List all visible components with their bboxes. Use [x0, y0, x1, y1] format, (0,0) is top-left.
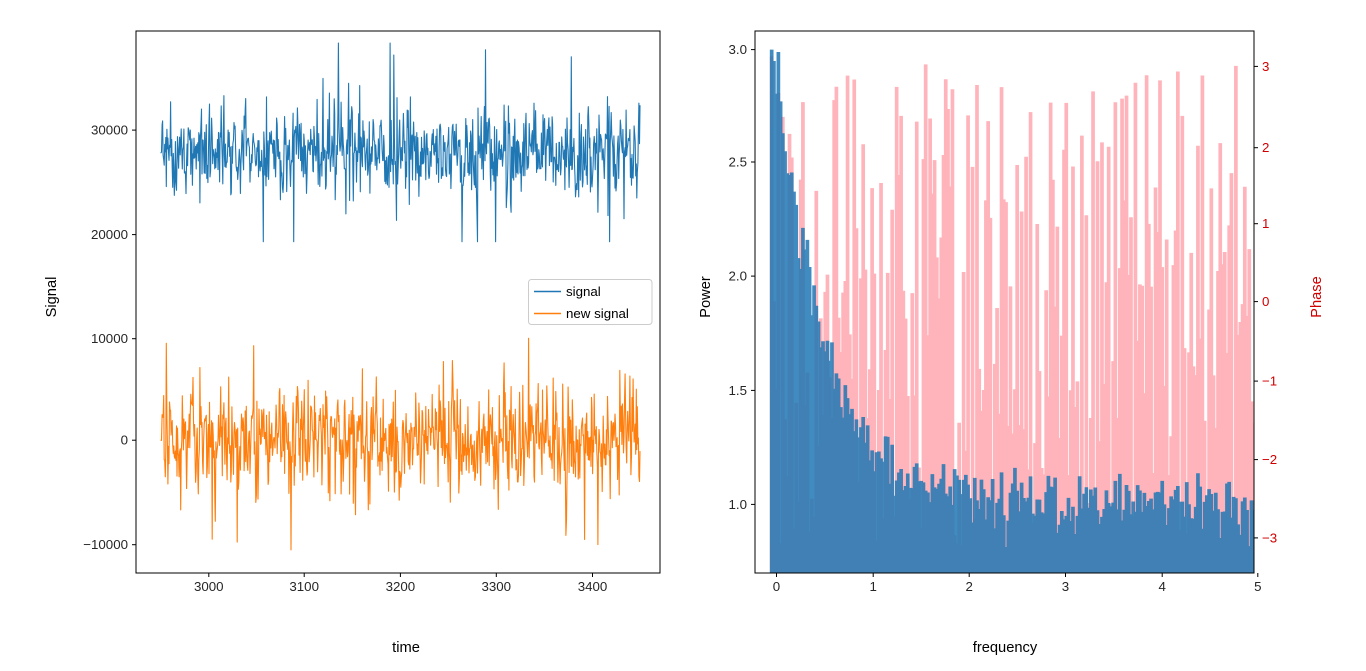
svg-text:3400: 3400	[578, 579, 608, 594]
svg-text:−2: −2	[1262, 452, 1277, 467]
svg-text:3100: 3100	[289, 579, 319, 594]
svg-text:1: 1	[1262, 216, 1269, 231]
svg-text:0: 0	[1262, 294, 1269, 309]
svg-text:frequency: frequency	[973, 640, 1038, 656]
svg-text:2: 2	[965, 579, 972, 594]
svg-text:time: time	[392, 640, 420, 656]
svg-text:1: 1	[869, 579, 876, 594]
svg-text:new signal: new signal	[566, 306, 629, 321]
svg-text:2: 2	[1262, 140, 1269, 155]
svg-text:0: 0	[121, 433, 128, 448]
svg-text:3: 3	[1062, 579, 1069, 594]
svg-text:Signal: Signal	[44, 277, 60, 318]
svg-text:−1: −1	[1262, 374, 1277, 389]
svg-text:−10000: −10000	[83, 537, 128, 552]
svg-text:10000: 10000	[91, 331, 128, 346]
svg-text:3000: 3000	[194, 579, 224, 594]
svg-text:3300: 3300	[482, 579, 512, 594]
svg-text:2.0: 2.0	[729, 269, 748, 284]
svg-text:20000: 20000	[91, 227, 128, 242]
svg-text:30000: 30000	[91, 123, 128, 138]
svg-text:Phase: Phase	[1309, 276, 1325, 318]
svg-text:Power: Power	[698, 276, 714, 318]
svg-text:4: 4	[1158, 579, 1165, 594]
svg-text:3.0: 3.0	[729, 42, 748, 57]
svg-text:−3: −3	[1262, 530, 1277, 545]
svg-text:0: 0	[773, 579, 780, 594]
svg-text:3: 3	[1262, 59, 1269, 74]
svg-text:3200: 3200	[386, 579, 416, 594]
svg-text:5: 5	[1254, 579, 1261, 594]
svg-text:1.0: 1.0	[729, 497, 748, 512]
svg-text:1.5: 1.5	[729, 383, 748, 398]
svg-text:signal: signal	[566, 284, 601, 299]
svg-text:2.5: 2.5	[729, 155, 748, 170]
